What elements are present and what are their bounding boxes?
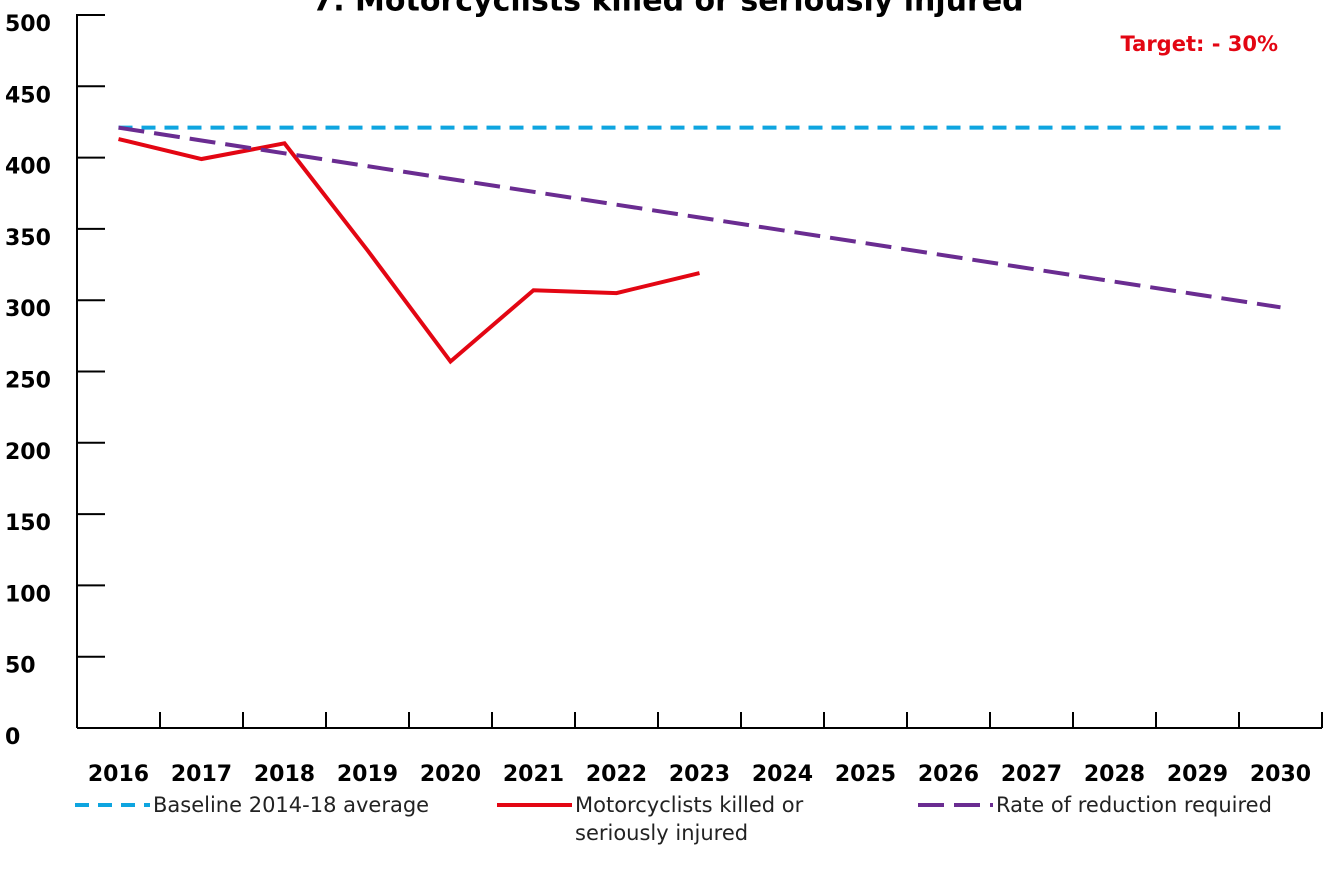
chart-title: 7. Motorcyclists killed or seriously inj… bbox=[312, 0, 1023, 19]
y-tick-label: 0 bbox=[5, 725, 20, 750]
x-tick-label: 2025 bbox=[835, 762, 896, 787]
legend-label: Rate of reduction required bbox=[996, 793, 1272, 817]
series-line bbox=[118, 137, 700, 365]
y-tick-label: 100 bbox=[5, 582, 51, 607]
legend-label: Motorcyclists killed or seriously injure… bbox=[575, 793, 804, 845]
annotation: Target: - 30% bbox=[1121, 32, 1278, 56]
legend-label: Baseline 2014-18 average bbox=[153, 793, 430, 817]
x-tick-label: 2016 bbox=[88, 762, 149, 787]
x-tick-label: 2028 bbox=[1084, 762, 1145, 787]
y-tick-label: 200 bbox=[5, 440, 51, 465]
x-tick-label: 2029 bbox=[1167, 762, 1228, 787]
x-tick-label: 2018 bbox=[254, 762, 315, 787]
y-tick-label: 350 bbox=[5, 226, 51, 251]
series-line bbox=[118, 125, 1281, 310]
y-tick-label: 150 bbox=[5, 511, 51, 536]
y-tick-label: 450 bbox=[5, 83, 51, 108]
x-tick-label: 2022 bbox=[586, 762, 647, 787]
x-tick-label: 2017 bbox=[171, 762, 232, 787]
x-tick-label: 2024 bbox=[752, 762, 813, 787]
x-tick-label: 2027 bbox=[1001, 762, 1062, 787]
y-tick-label: 250 bbox=[5, 369, 51, 394]
y-tick-label: 300 bbox=[5, 297, 51, 322]
x-tick-label: 2021 bbox=[503, 762, 564, 787]
x-tick-label: 2030 bbox=[1250, 762, 1311, 787]
y-tick-label: 400 bbox=[5, 155, 51, 180]
x-tick-label: 2023 bbox=[669, 762, 730, 787]
x-tick-label: 2026 bbox=[918, 762, 979, 787]
y-tick-label: 50 bbox=[5, 654, 36, 679]
y-tick-label: 500 bbox=[5, 12, 51, 37]
x-tick-label: 2020 bbox=[420, 762, 481, 787]
x-tick-label: 2019 bbox=[337, 762, 398, 787]
